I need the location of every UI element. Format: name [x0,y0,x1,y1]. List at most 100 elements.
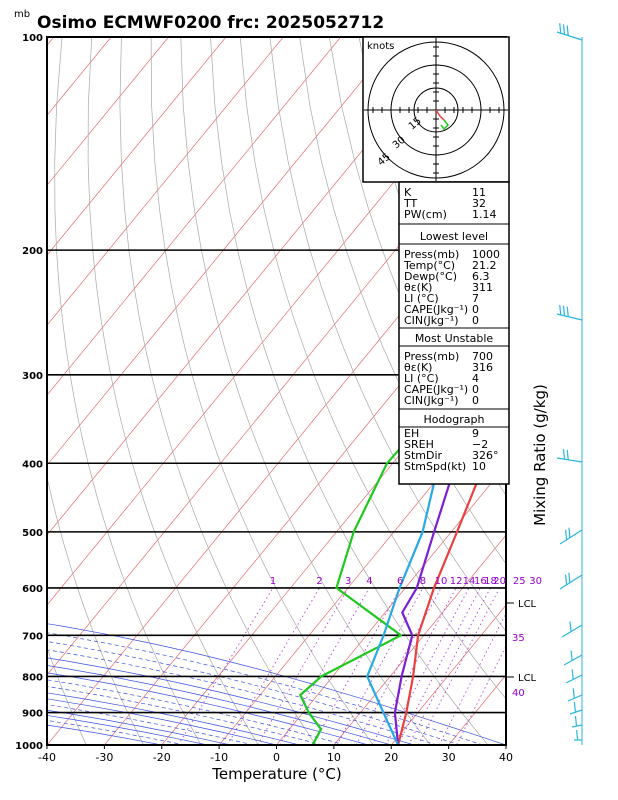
moist-adiabat-line [47,704,254,745]
index-value: 316 [472,361,493,374]
pressure-tick-label: 500 [22,528,43,539]
wind-barb-feather [566,306,569,317]
wind-barb-feather [566,25,569,36]
index-value: 7 [472,292,479,305]
mixing-ratio-line [417,587,500,745]
mixing-ratio-label: 3 [345,576,351,587]
mixing-ratio-label: 2 [316,576,322,587]
wind-barb-feather [565,529,568,540]
mixing-ratio-label: 20 [493,576,506,587]
index-label: CIN(Jkg⁻¹) [404,314,459,327]
moist-adiabat-line [47,649,438,745]
index-label: StmSpd(kt) [404,460,466,473]
isotherm-line [563,37,618,745]
chart-title: Osimo ECMWF0200 frc: 2025052712 [37,13,384,33]
mixing-ratio-line [438,612,506,745]
isotherm-line [47,37,169,186]
moist-adiabat-line [0,644,224,745]
isotherm-line [47,184,506,745]
most-unstable-title: Most Unstable [415,332,494,345]
hodograph-trace-high [440,119,450,131]
wind-barb-feather [576,729,579,741]
wind-barb [561,624,583,638]
wind-barb-feather [574,716,578,727]
pressure-tick-label: 600 [22,584,43,595]
index-value: 700 [472,350,493,363]
temperature-tick-labels: -40 -30 -20 -10 0 10 20 30 40 [38,745,513,764]
index-value: 326° [472,449,499,462]
mixing-ratio-label: 12 [450,576,463,587]
mixing-ratio-label: 16 [474,576,487,587]
mixing-ratio-label: 25 [513,576,526,587]
index-value: 32 [472,197,486,210]
hodograph-ticks [372,46,500,174]
index-label: Temp(°C) [403,259,455,272]
dry-adiabat-line [87,37,259,745]
dry-adiabat-line [119,37,317,745]
index-label: CIN(Jkg⁻¹) [404,394,459,407]
index-value: 4 [472,372,479,385]
index-label: Press(mb) [404,248,459,261]
temperature-tick-label: -10 [210,751,228,764]
dry-adiabat-line [239,37,506,700]
index-value: 1000 [472,248,500,261]
mixing-ratio-label: 8 [420,576,426,587]
index-label: θε(K) [404,281,432,294]
wind-barb [565,674,583,684]
isotherm-line [333,534,506,745]
isotherm-line [276,464,506,745]
profile-line-parcel [393,259,506,745]
indices-frame [398,181,510,485]
lcl-label-upper: LCL [518,599,537,610]
dry-adiabat-line [54,37,202,745]
moist-adiabat-line [0,626,280,745]
mixing-ratio-label: 4 [366,576,372,587]
index-label: K [404,186,412,199]
wind-barb-feather [572,688,575,699]
hodograph-trace-low [435,109,445,121]
hodograph-unit-label: knots [367,41,394,52]
index-label: CAPE(Jkg⁻¹) [404,383,468,396]
index-label: EH [404,427,419,440]
pressure-tick-label: 800 [22,672,43,683]
hodograph-box-title: Hodograph [424,413,485,426]
dry-adiabat-line [180,37,431,745]
index-value: 0 [472,314,479,327]
dry-adiabat-line [47,475,145,745]
isotherm-line [390,604,506,745]
hodograph: knots 15 30 45 [362,36,510,183]
wind-barb [556,457,583,463]
temperature-tick-label: -40 [38,751,56,764]
pressure-unit: mb [14,9,30,20]
x-axis-label: Temperature (°C) [211,765,341,783]
wind-barb-feather [562,449,566,460]
wind-barb-feather [571,669,574,680]
temperature-tick-label: 20 [384,751,398,764]
theta-e-label-40: 40 [512,688,525,699]
pressure-tick-label: 100 [22,33,43,44]
moist-adiabat-line [0,588,618,745]
isotherm-line [104,254,506,745]
profile-line-env_light [366,207,506,745]
wind-barb [556,31,583,41]
index-value: 6.3 [472,270,490,283]
wind-barb [559,529,583,545]
pressure-tick-label: 700 [22,631,43,642]
index-value: 0 [472,303,479,316]
index-label: SREH [404,438,434,451]
moist-adiabat-line [47,632,484,745]
pressure-tick-label: 300 [22,371,43,382]
mixing-ratio-label: 14 [463,576,476,587]
index-value: 11 [472,186,486,199]
background-lines [0,37,618,745]
index-label: θε(K) [404,361,432,374]
index-label: StmDir [404,449,443,462]
index-label: Dewp(°C) [404,270,457,283]
index-value: 9 [472,427,479,440]
index-value: 0 [472,383,479,396]
wind-barb-feather [566,449,569,460]
moist-adiabat-line [0,652,618,745]
y-axis-label: Mixing Ratio (g/kg) [531,384,549,526]
